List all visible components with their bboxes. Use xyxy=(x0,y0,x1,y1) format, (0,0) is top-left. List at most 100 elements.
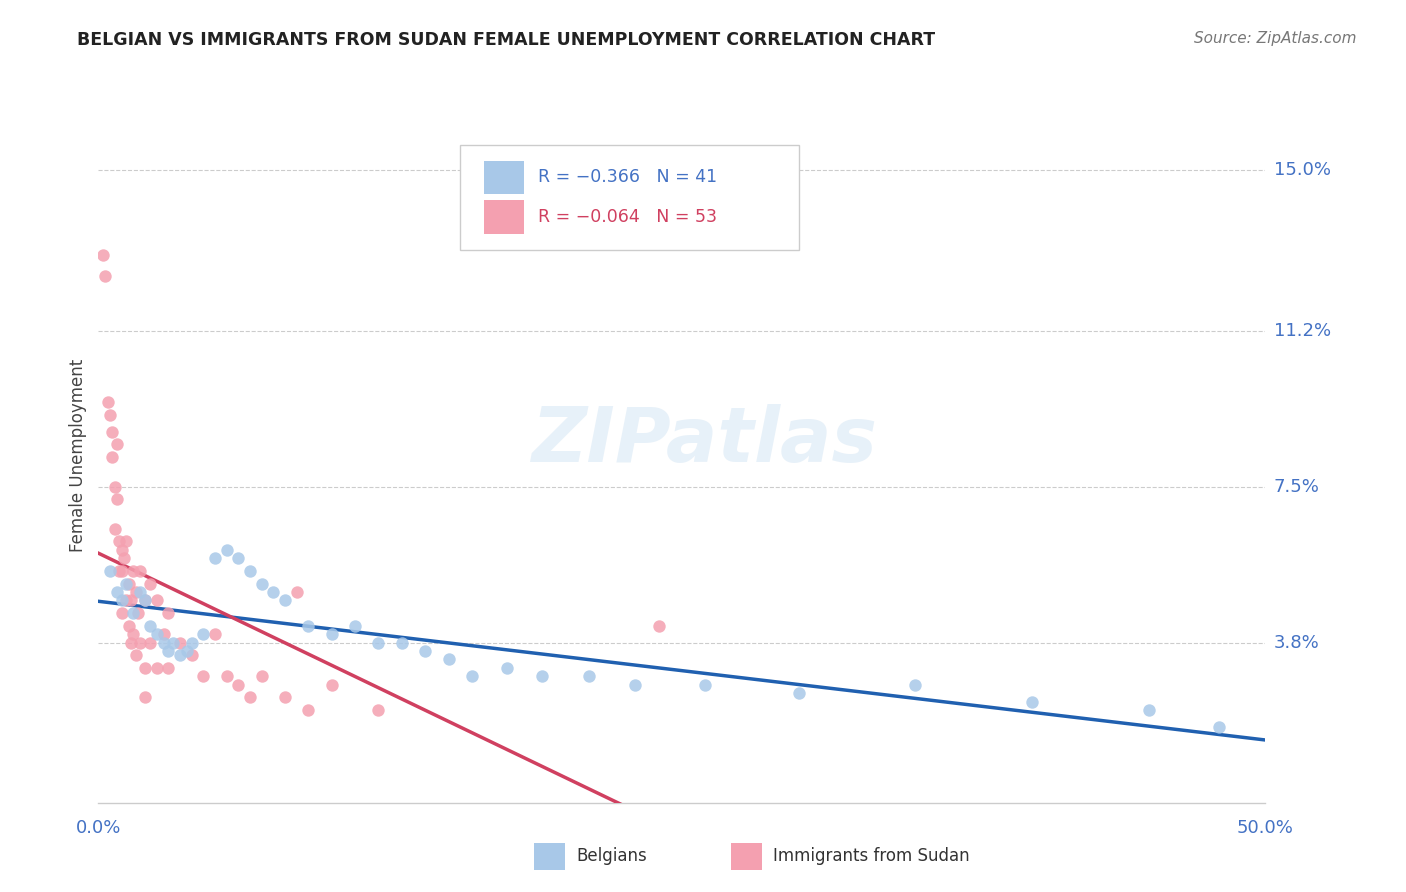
Point xyxy=(1137,703,1160,717)
Point xyxy=(134,593,156,607)
Point xyxy=(115,534,138,549)
Y-axis label: Female Unemployment: Female Unemployment xyxy=(69,359,87,551)
Point xyxy=(122,564,145,578)
Point xyxy=(321,627,343,641)
Point xyxy=(344,618,367,632)
Point xyxy=(101,425,124,439)
Point xyxy=(134,690,156,705)
Point xyxy=(391,635,413,649)
Point xyxy=(624,678,647,692)
Point xyxy=(157,606,180,620)
Point xyxy=(239,690,262,705)
Point xyxy=(274,690,297,705)
Point xyxy=(104,479,127,493)
Point xyxy=(134,661,156,675)
Point xyxy=(105,437,128,451)
Point xyxy=(105,585,128,599)
Point xyxy=(461,669,484,683)
Point xyxy=(97,395,120,409)
Text: 7.5%: 7.5% xyxy=(1274,477,1320,496)
Point xyxy=(91,247,114,261)
Point xyxy=(162,635,184,649)
Point xyxy=(180,635,202,649)
Point xyxy=(787,686,810,700)
Point xyxy=(204,551,226,566)
Text: BELGIAN VS IMMIGRANTS FROM SUDAN FEMALE UNEMPLOYMENT CORRELATION CHART: BELGIAN VS IMMIGRANTS FROM SUDAN FEMALE … xyxy=(77,31,935,49)
Point xyxy=(578,669,600,683)
Point xyxy=(118,576,141,591)
Point xyxy=(215,542,238,557)
Point xyxy=(297,618,319,632)
Point xyxy=(176,644,198,658)
Text: Belgians: Belgians xyxy=(576,847,647,865)
Text: R = −0.366   N = 41: R = −0.366 N = 41 xyxy=(538,169,717,186)
Point xyxy=(122,606,145,620)
Point xyxy=(139,618,162,632)
Point xyxy=(413,644,436,658)
Point xyxy=(94,268,117,283)
Point xyxy=(108,534,131,549)
Point xyxy=(112,551,135,566)
Point xyxy=(129,564,152,578)
Point xyxy=(134,593,156,607)
Point xyxy=(111,606,134,620)
Text: 11.2%: 11.2% xyxy=(1274,321,1331,340)
Point xyxy=(437,652,460,666)
Text: Source: ZipAtlas.com: Source: ZipAtlas.com xyxy=(1194,31,1357,46)
FancyBboxPatch shape xyxy=(460,145,799,250)
Text: 3.8%: 3.8% xyxy=(1274,633,1319,651)
Point xyxy=(250,576,273,591)
Point xyxy=(215,669,238,683)
Point xyxy=(146,627,169,641)
Point xyxy=(115,576,138,591)
Point xyxy=(169,635,191,649)
Point xyxy=(111,542,134,557)
Point xyxy=(367,703,389,717)
Point xyxy=(228,551,250,566)
Point xyxy=(125,585,148,599)
FancyBboxPatch shape xyxy=(484,201,524,234)
Point xyxy=(146,661,169,675)
Point xyxy=(111,593,134,607)
Point xyxy=(904,678,927,692)
Point xyxy=(129,635,152,649)
Point xyxy=(169,648,191,663)
Point xyxy=(152,627,174,641)
Point xyxy=(120,635,142,649)
Point xyxy=(118,618,141,632)
Point xyxy=(1208,720,1230,734)
Point xyxy=(157,644,180,658)
Point xyxy=(108,564,131,578)
Point xyxy=(321,678,343,692)
Text: Immigrants from Sudan: Immigrants from Sudan xyxy=(773,847,970,865)
Point xyxy=(104,522,127,536)
Text: R = −0.064   N = 53: R = −0.064 N = 53 xyxy=(538,208,717,226)
Point xyxy=(111,564,134,578)
Point xyxy=(285,585,308,599)
Point xyxy=(1021,695,1043,709)
Point xyxy=(146,593,169,607)
Point xyxy=(250,669,273,683)
Point xyxy=(157,661,180,675)
Point xyxy=(98,408,121,422)
Point xyxy=(101,450,124,464)
Point xyxy=(193,627,215,641)
Point xyxy=(125,648,148,663)
Point xyxy=(367,635,389,649)
Point xyxy=(239,564,262,578)
Point xyxy=(139,576,162,591)
Point xyxy=(105,492,128,507)
Point xyxy=(180,648,202,663)
Point xyxy=(122,627,145,641)
Point xyxy=(228,678,250,692)
Point xyxy=(129,585,152,599)
Point xyxy=(262,585,284,599)
Point xyxy=(127,606,149,620)
Point xyxy=(204,627,226,641)
Point xyxy=(297,703,319,717)
Point xyxy=(695,678,717,692)
Point xyxy=(496,661,519,675)
Point xyxy=(647,618,669,632)
Text: ZIPatlas: ZIPatlas xyxy=(533,404,879,478)
Point xyxy=(120,593,142,607)
